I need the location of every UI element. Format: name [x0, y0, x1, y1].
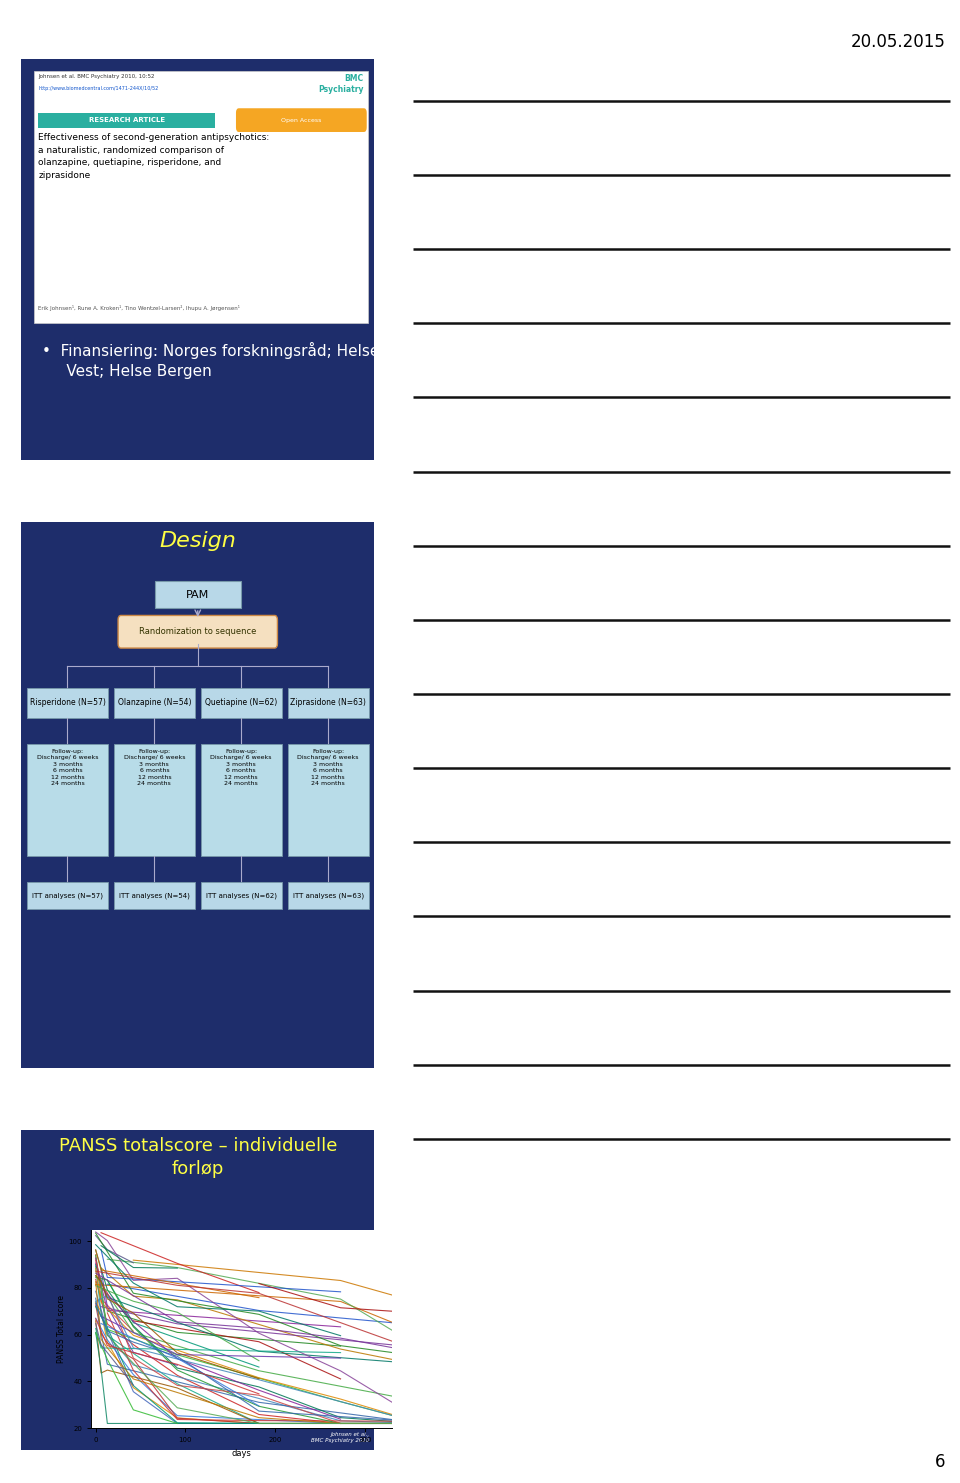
- FancyBboxPatch shape: [113, 882, 195, 909]
- FancyBboxPatch shape: [27, 688, 108, 718]
- Text: Follow-up:
Discharge/ 6 weeks
3 months
6 months
12 months
24 months: Follow-up: Discharge/ 6 weeks 3 months 6…: [36, 749, 98, 786]
- Text: 20.05.2015: 20.05.2015: [851, 33, 946, 50]
- Text: •  Finansiering: Norges forskningsråd; Helse
     Vest; Helse Bergen: • Finansiering: Norges forskningsråd; He…: [42, 343, 379, 378]
- FancyBboxPatch shape: [21, 522, 374, 1068]
- FancyBboxPatch shape: [113, 744, 195, 856]
- FancyBboxPatch shape: [288, 688, 369, 718]
- Text: Erik Johnsen¹, Rune A. Kroken¹, Tino Wentzel-Larsen², Ihupu A. Jørgensen¹: Erik Johnsen¹, Rune A. Kroken¹, Tino Wen…: [38, 305, 240, 311]
- Text: Johnsen et al. BMC Psychiatry 2010, 10:52: Johnsen et al. BMC Psychiatry 2010, 10:5…: [38, 74, 155, 79]
- FancyBboxPatch shape: [38, 113, 215, 128]
- Text: Ziprasidone (N=63): Ziprasidone (N=63): [290, 698, 366, 707]
- Y-axis label: PANSS Total score: PANSS Total score: [57, 1295, 66, 1363]
- Text: RESEARCH ARTICLE: RESEARCH ARTICLE: [89, 117, 165, 123]
- Text: ITT analyses (N=63): ITT analyses (N=63): [293, 893, 364, 899]
- Text: ITT analyses (N=62): ITT analyses (N=62): [205, 893, 276, 899]
- Text: Open Access: Open Access: [281, 117, 322, 123]
- FancyBboxPatch shape: [27, 882, 108, 909]
- FancyBboxPatch shape: [113, 688, 195, 718]
- Text: ITT analyses (N=54): ITT analyses (N=54): [119, 893, 190, 899]
- FancyBboxPatch shape: [201, 744, 282, 856]
- Text: http://www.biomedcentral.com/1471-244X/10/52: http://www.biomedcentral.com/1471-244X/1…: [38, 86, 158, 90]
- Text: Olanzapine (N=54): Olanzapine (N=54): [117, 698, 191, 707]
- Text: ITT analyses (N=57): ITT analyses (N=57): [32, 893, 103, 899]
- Text: Effectiveness of second-generation antipsychotics:
a naturalistic, randomized co: Effectiveness of second-generation antip…: [38, 133, 270, 179]
- FancyBboxPatch shape: [288, 882, 369, 909]
- FancyBboxPatch shape: [21, 1130, 374, 1450]
- FancyBboxPatch shape: [118, 615, 277, 648]
- X-axis label: days: days: [231, 1449, 252, 1458]
- Text: Follow-up:
Discharge/ 6 weeks
3 months
6 months
12 months
24 months: Follow-up: Discharge/ 6 weeks 3 months 6…: [124, 749, 185, 786]
- Text: Risperidone (N=57): Risperidone (N=57): [30, 698, 106, 707]
- FancyBboxPatch shape: [288, 744, 369, 856]
- Text: Randomization to sequence: Randomization to sequence: [139, 627, 256, 636]
- Text: PAM: PAM: [186, 590, 209, 599]
- FancyBboxPatch shape: [236, 108, 367, 132]
- FancyBboxPatch shape: [27, 744, 108, 856]
- FancyBboxPatch shape: [201, 688, 282, 718]
- Text: Follow-up:
Discharge/ 6 weeks
3 months
6 months
12 months
24 months: Follow-up: Discharge/ 6 weeks 3 months 6…: [298, 749, 359, 786]
- FancyBboxPatch shape: [34, 71, 368, 323]
- Text: •  Bergen Psykoseprosject: • Bergen Psykoseprosject: [42, 262, 244, 277]
- Text: PANSS totalscore – individuelle
forløp: PANSS totalscore – individuelle forløp: [59, 1137, 337, 1178]
- Text: 6: 6: [935, 1453, 946, 1471]
- Text: Design: Design: [159, 531, 236, 550]
- Text: Quetiapine (N=62): Quetiapine (N=62): [205, 698, 277, 707]
- FancyBboxPatch shape: [21, 59, 374, 460]
- Text: Johnsen et al.,
BMC Psychiatry 2010: Johnsen et al., BMC Psychiatry 2010: [311, 1433, 370, 1443]
- Text: Follow-up:
Discharge/ 6 weeks
3 months
6 months
12 months
24 months: Follow-up: Discharge/ 6 weeks 3 months 6…: [210, 749, 272, 786]
- FancyBboxPatch shape: [201, 882, 282, 909]
- Text: BMC
Psychiatry: BMC Psychiatry: [319, 74, 364, 93]
- FancyBboxPatch shape: [155, 581, 241, 608]
